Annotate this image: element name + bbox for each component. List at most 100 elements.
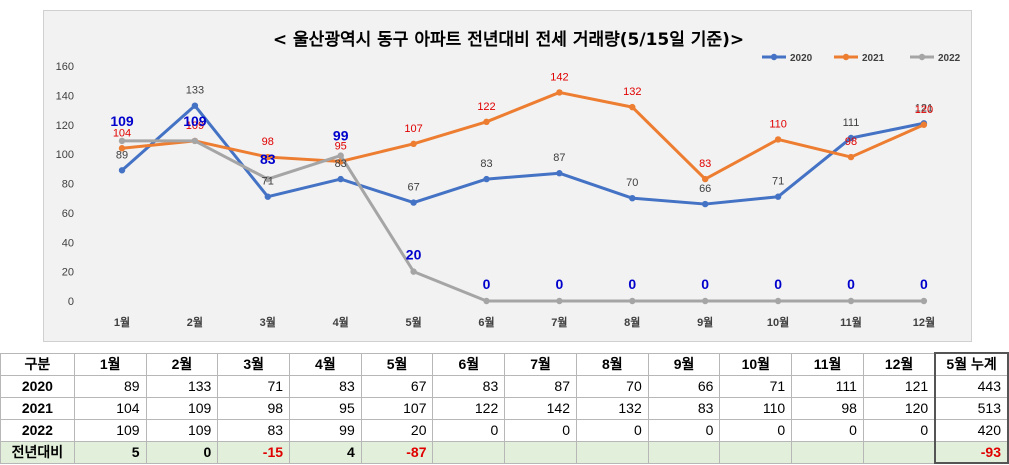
table-header-cell: 10월 xyxy=(719,352,793,376)
chart-area: < 울산광역시 동구 아파트 전년대비 전세 거래량(5/15일 기준)> 0 2… xyxy=(43,10,972,342)
table-row: 2021 104 109 98 95 107 122 142 132 83 110 98 120 513 xyxy=(0,396,1009,420)
data-label-2020: 71 xyxy=(772,176,784,188)
table-header-row: 구분 1월 2월 3월 4월 5월 6월 7월 8월 9월 10월 11월 12월 5월 누계 xyxy=(0,352,1009,376)
row-label: 2021 xyxy=(0,396,75,420)
data-label-2021: 142 xyxy=(550,71,568,83)
data-point-2022 xyxy=(191,137,199,145)
table-cell: 0 xyxy=(575,418,649,442)
data-table: 구분 1월 2월 3월 4월 5월 6월 7월 8월 9월 10월 11월 12월 5월 누계 2020 89… xyxy=(0,352,1009,464)
diff-cell xyxy=(647,440,721,464)
y-tick-label: 0 xyxy=(68,296,74,308)
table-cell: 0 xyxy=(647,418,721,442)
data-point-2020 xyxy=(410,199,417,206)
table-cell: 67 xyxy=(360,374,434,398)
x-tick-label: 9월 xyxy=(697,315,713,329)
legend-label-2021: 2021 xyxy=(862,53,885,64)
data-point-2020 xyxy=(264,193,271,200)
series-line-2021 xyxy=(121,90,925,181)
table-header-cell: 7월 xyxy=(504,352,577,376)
table-header-cell: 4월 xyxy=(289,352,362,376)
diff-label: 전년대비 xyxy=(0,440,75,464)
data-point-2022 xyxy=(337,152,344,159)
data-point-2020 xyxy=(847,134,855,142)
data-point-2020 xyxy=(483,175,490,183)
x-tick-label: 7월 xyxy=(551,315,567,329)
table-cell: 99 xyxy=(289,418,362,442)
data-point-2021 xyxy=(629,103,636,111)
y-tick-label: 60 xyxy=(62,208,74,220)
diff-cell: 4 xyxy=(289,440,362,464)
table-cell: 0 xyxy=(791,418,864,442)
data-label-2021: 122 xyxy=(477,101,495,113)
table-cell: 66 xyxy=(647,374,721,398)
data-point-2020 xyxy=(556,170,563,177)
data-point-2022 xyxy=(774,297,782,305)
table-cell: 109 xyxy=(145,396,219,420)
data-label-2021: 95 xyxy=(335,140,347,152)
table-cell: 20 xyxy=(360,418,434,442)
data-point-2020 xyxy=(774,193,782,200)
data-point-2021 xyxy=(410,140,417,148)
data-label-2022: 0 xyxy=(847,276,855,292)
series-line-2022 xyxy=(122,139,924,303)
table-header-cell: 2월 xyxy=(145,352,219,376)
table-header-cell: 5월 xyxy=(360,352,434,376)
total-cell: 420 xyxy=(934,418,1009,442)
table-header-cell: 12월 xyxy=(862,352,936,376)
table-header-cell: 1월 xyxy=(73,352,147,376)
data-point-2020 xyxy=(118,167,126,174)
diff-cell xyxy=(432,440,506,464)
x-tick-label: 11월 xyxy=(840,315,862,329)
table-cell: 89 xyxy=(73,374,147,398)
data-label-2021: 132 xyxy=(623,86,641,98)
data-label-2022: 0 xyxy=(920,276,928,292)
diff-cell xyxy=(504,440,577,464)
table-cell: 132 xyxy=(575,396,649,420)
diff-cell: -87 xyxy=(360,440,434,464)
data-label-2022: 99 xyxy=(333,128,349,144)
table-cell: 71 xyxy=(719,374,793,398)
table-cell: 122 xyxy=(432,396,506,420)
legend-marker-2022 xyxy=(918,53,926,61)
data-label-2021: 110 xyxy=(769,118,787,130)
data-label-2022: 109 xyxy=(110,113,134,129)
table-cell: 87 xyxy=(504,374,577,398)
table-cell: 0 xyxy=(432,418,506,442)
data-label-2022: 109 xyxy=(183,113,207,129)
table-cell: 83 xyxy=(432,374,506,398)
x-tick-label: 6월 xyxy=(478,315,494,329)
diff-cell xyxy=(719,440,793,464)
y-tick-label: 140 xyxy=(56,90,74,102)
table-header-total: 5월 누계 xyxy=(934,352,1009,376)
data-point-2021 xyxy=(920,121,928,128)
legend-marker-2020 xyxy=(770,53,778,61)
y-tick-label: 100 xyxy=(56,149,74,161)
table-cell: 0 xyxy=(504,418,577,442)
table-cell: 142 xyxy=(504,396,577,420)
table-cell: 71 xyxy=(217,374,291,398)
table-header-cell: 6월 xyxy=(432,352,506,376)
table-cell: 111 xyxy=(791,374,864,398)
data-label-2020: 89 xyxy=(116,149,128,161)
diff-total-cell: -93 xyxy=(934,440,1009,464)
table-cell: 107 xyxy=(360,396,434,420)
x-tick-label: 3월 xyxy=(260,315,276,329)
table-header-cell: 11월 xyxy=(791,352,864,376)
table-header-cell: 9월 xyxy=(647,352,721,376)
diff-cell: -15 xyxy=(217,440,291,464)
x-tick-label: 4월 xyxy=(333,315,349,329)
data-point-2020 xyxy=(629,194,636,202)
data-point-2022 xyxy=(847,297,855,305)
table-cell: 83 xyxy=(217,418,291,442)
data-label-2021: 120 xyxy=(915,104,933,116)
data-label-2022: 0 xyxy=(701,276,709,292)
data-point-2021 xyxy=(774,136,782,143)
data-label-2022: 0 xyxy=(774,276,782,292)
data-point-2022 xyxy=(629,297,636,305)
data-point-2022 xyxy=(264,175,271,183)
data-point-2020 xyxy=(191,102,199,109)
table-cell: 83 xyxy=(647,396,721,420)
data-label-2022: 83 xyxy=(260,151,276,167)
table-cell: 98 xyxy=(217,396,291,420)
table-cell: 0 xyxy=(862,418,936,442)
